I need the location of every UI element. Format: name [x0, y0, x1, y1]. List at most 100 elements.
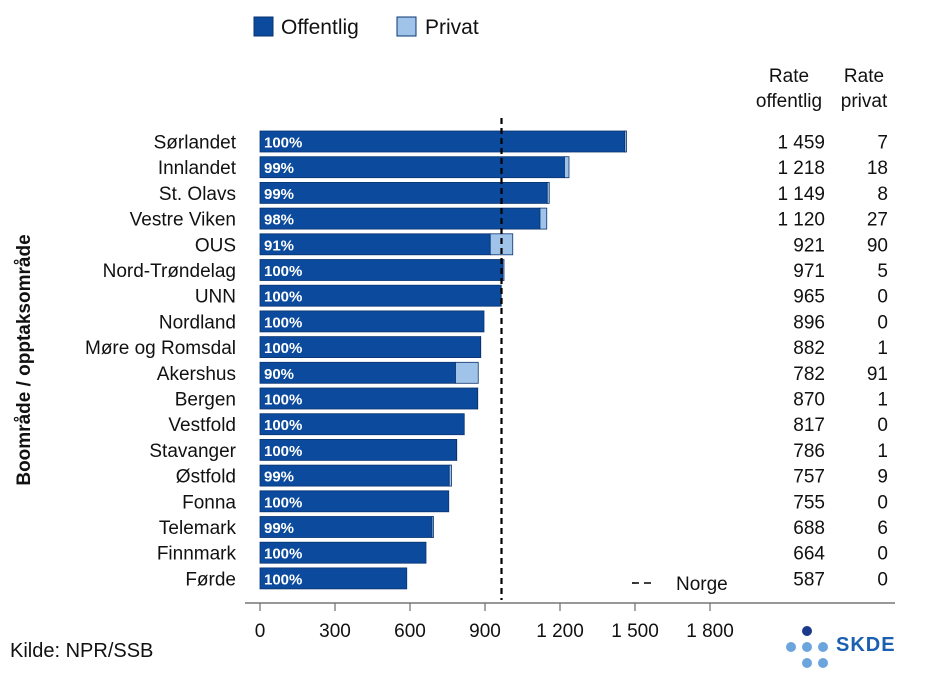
rate-privat-value: 0 [877, 312, 888, 333]
rate-privat-value: 0 [877, 569, 888, 590]
rate-privat-value: 91 [867, 364, 888, 385]
legend-label-offentlig: Offentlig [281, 16, 359, 39]
rate-offentlig-value: 971 [793, 261, 825, 282]
rate-offentlig-value: 786 [793, 441, 825, 462]
rate-privat-value: 27 [867, 210, 888, 231]
x-tick-label: 300 [319, 621, 351, 642]
bar-percent-label: 100% [264, 494, 302, 511]
skde-logo: SKDE [782, 626, 932, 670]
bar-privat [502, 259, 505, 281]
rate-privat-value: 0 [877, 544, 888, 565]
category-label: Sørlandet [154, 133, 237, 154]
rate-offentlig-value: 1 459 [777, 133, 825, 154]
rate-offentlig-value: 1 149 [777, 184, 825, 205]
rate-offentlig-value: 664 [793, 544, 825, 565]
rate-offentlig-value: 870 [793, 390, 825, 411]
category-label: Telemark [159, 518, 237, 539]
rate-privat-value: 1 [877, 338, 888, 359]
rate-offentlig-value: 921 [793, 235, 825, 256]
category-label: Stavanger [149, 441, 236, 462]
x-tick-label: 0 [255, 621, 266, 642]
category-label: Finnmark [157, 544, 237, 565]
category-label: OUS [195, 235, 236, 256]
rate-privat-value: 9 [877, 467, 888, 488]
bar-percent-label: 99% [264, 186, 294, 203]
bar-percent-label: 99% [264, 469, 294, 486]
logo-dot [818, 658, 828, 668]
legend-label-privat: Privat [425, 16, 479, 39]
bar-privat [448, 464, 452, 487]
bar-percent-label: 100% [264, 263, 302, 280]
bar-offentlig [259, 310, 485, 333]
category-label: Akershus [157, 364, 236, 385]
category-label: Østfold [176, 467, 236, 488]
category-label: Vestre Viken [130, 210, 236, 231]
rate-offentlig-value: 757 [793, 467, 825, 488]
rate-offentlig-value: 587 [793, 569, 825, 590]
x-tick-label: 1 500 [611, 621, 659, 642]
logo-dot [802, 658, 812, 668]
bar-percent-label: 91% [264, 237, 294, 254]
category-label: St. Olavs [159, 184, 236, 205]
source-note: Kilde: NPR/SSB [10, 640, 154, 662]
rate-offentlig-value: 755 [793, 492, 825, 513]
rate-privat-value: 0 [877, 492, 888, 513]
category-label: Bergen [175, 390, 236, 411]
rate-privat-value: 7 [877, 133, 888, 154]
bar-percent-label: 100% [264, 392, 302, 409]
logo-dot [818, 642, 828, 652]
bar-offentlig [259, 156, 565, 179]
rate-offentlig-value: 782 [793, 364, 825, 385]
col-header-rate-privat-line2: privat [841, 91, 888, 112]
bar-privat [455, 361, 479, 384]
rate-privat-value: 8 [877, 184, 888, 205]
category-label: Førde [185, 569, 236, 590]
bar-percent-label: 90% [264, 366, 294, 383]
rate-offentlig-value: 882 [793, 338, 825, 359]
rate-privat-value: 5 [877, 261, 888, 282]
bar-privat [539, 207, 548, 230]
bar-percent-label: 98% [264, 212, 294, 229]
bar-privat [624, 130, 627, 153]
bar-percent-label: 100% [264, 546, 302, 563]
y-axis-title: Boområde / opptaksområde [14, 234, 35, 485]
x-tick-label: 600 [394, 621, 426, 642]
category-label: Nord-Trøndelag [103, 261, 236, 282]
logo-dot [802, 642, 812, 652]
bar-offentlig [259, 413, 465, 436]
logo-text: SKDE [836, 634, 896, 656]
bar-offentlig [259, 567, 408, 590]
col-header-rate-offentlig-line2: offentlig [756, 91, 822, 112]
x-tick-label: 900 [469, 621, 501, 642]
bar-percent-label: 99% [264, 160, 294, 177]
category-label: Møre og Romsdal [85, 338, 236, 359]
logo-dot [786, 642, 796, 652]
bar-privat [546, 181, 550, 204]
rate-offentlig-value: 896 [793, 312, 825, 333]
rate-privat-value: 90 [867, 235, 888, 256]
category-label: Fonna [182, 492, 236, 513]
category-label: Nordland [159, 312, 236, 333]
rate-privat-value: 6 [877, 518, 888, 539]
rate-offentlig-value: 688 [793, 518, 825, 539]
bar-offentlig [259, 284, 502, 307]
rate-privat-value: 1 [877, 441, 888, 462]
category-label: Vestfold [168, 415, 236, 436]
bar-percent-label: 100% [264, 289, 302, 306]
bar-percent-label: 100% [264, 340, 302, 357]
x-tick-label: 1 200 [536, 621, 584, 642]
bar-percent-label: 100% [264, 417, 302, 434]
x-tick-label: 1 800 [686, 621, 734, 642]
rate-offentlig-value: 817 [793, 415, 825, 436]
bar-percent-label: 100% [264, 571, 302, 588]
bar-percent-label: 100% [264, 443, 302, 460]
rate-privat-value: 1 [877, 390, 888, 411]
bar-offentlig [259, 490, 450, 513]
logo-dot [802, 626, 812, 636]
bar-offentlig [259, 207, 541, 230]
legend-swatch-offentlig [253, 16, 274, 37]
bar-offentlig [259, 181, 548, 204]
bar-offentlig [259, 233, 491, 256]
rate-privat-value: 0 [877, 415, 888, 436]
